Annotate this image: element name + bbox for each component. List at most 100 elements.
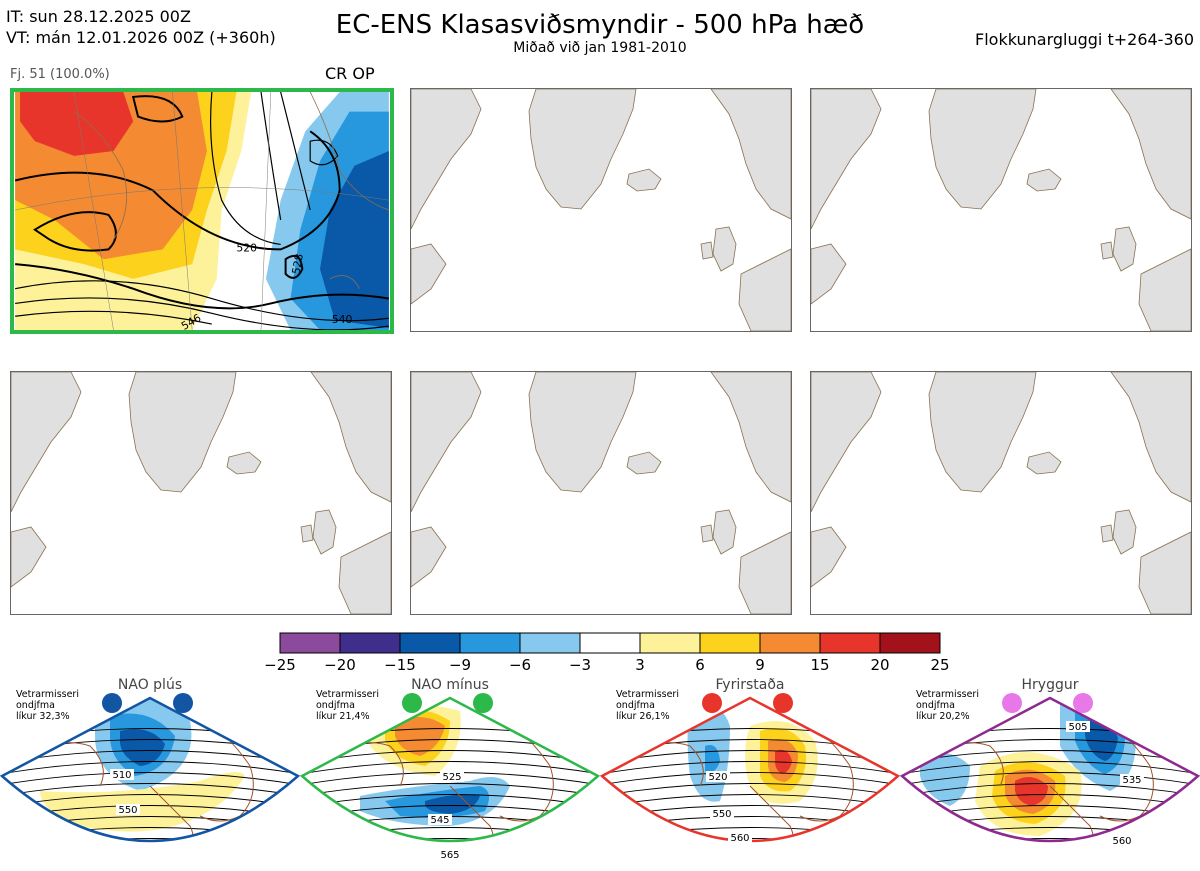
contour-label-bg [1066,721,1090,732]
page-subtitle: Miðað við jan 1981-2010 [513,40,687,56]
map-panel-2 [410,88,792,332]
regime-info-line: Vetrarmisseri [916,689,979,700]
regime-probability-info: Vetrarmisseri ondjfma líkur 26,1% [616,689,696,722]
regime-marker-dot [773,693,793,713]
regime-probability-info: Vetrarmisseri ondjfma líkur 20,2% [916,689,996,722]
regime-info-line: Vetrarmisseri [616,689,679,700]
map-panel-3 [810,88,1192,332]
empty-map [411,89,791,331]
contour-label-bg [706,771,730,782]
colorbar [279,632,941,654]
op-label: CR OP [325,64,375,83]
colorbar-tick-label: −20 [324,656,356,674]
height-contour [902,838,1198,841]
contour-label-bg [440,771,464,782]
header-left: IT: sun 28.12.2025 00Z VT: mán 12.01.202… [6,6,276,48]
contour-label: 545 [430,815,449,826]
contour-label: 560 [730,833,749,844]
colorbar-swatch [579,632,641,654]
height-contour [902,783,1198,797]
colorbar-tick-label: 9 [755,656,765,674]
contour-label-bg [438,849,462,860]
regime-frame [900,696,1200,843]
height-contour [602,794,898,808]
anomaly-fill [1010,849,1040,858]
colorbar-swatch [279,632,341,654]
map-panel-5 [410,371,792,615]
colorbar-swatch [639,632,701,654]
colorbar-swatch [819,632,881,654]
regime-marker-dot [702,693,722,713]
colorbar-tick-label: −15 [384,656,416,674]
colorbar-swatch [519,632,581,654]
classification-window: Flokkunargluggi t+264-360 [975,30,1194,49]
height-contour [302,794,598,808]
map-panel-6 [810,371,1192,615]
colorbar-tick-label: 15 [810,656,830,674]
height-contour [2,772,298,786]
contour-label: 565 [440,850,459,861]
regime-info-line: Vetrarmisseri [16,689,79,700]
regime-title: NAO mínus [411,677,489,693]
contour-label: 540 [332,313,353,326]
regime-info-line: líkur 32,3% [16,711,70,722]
contour-label: 520 [236,241,257,254]
contour-label: 550 [712,809,731,820]
colorbar-tick-label: 20 [870,656,890,674]
contour-label: 525 [442,772,461,783]
colorbar-tick-label: −3 [568,656,592,674]
regime-frame [600,696,900,843]
map-panel-4 [10,371,392,615]
contour-label-bg [1120,774,1144,785]
height-contour [902,794,1198,808]
regime-marker-dot [1073,693,1093,713]
empty-map [811,372,1191,614]
regime-info-line: líkur 21,4% [316,711,370,722]
colorbar-swatch [339,632,401,654]
regime-info-line: ondjfma [916,700,955,711]
regime-frame [300,696,600,843]
anomaly-fill [395,717,445,756]
regime-marker-dot [102,693,122,713]
colorbar-swatch [759,632,821,654]
colorbar-tick-label: −9 [448,656,472,674]
map-panel-op: 520 528 546 540 [10,88,394,334]
regime-info-line: líkur 20,2% [916,711,970,722]
height-contour [602,761,898,775]
colorbar-swatch [399,632,461,654]
height-contour [302,761,598,775]
regime-marker-dot [473,693,493,713]
regime-info-line: Vetrarmisseri [316,689,379,700]
contour-label-bg [710,808,734,819]
height-contour [2,794,298,808]
contour-label-bg [116,804,140,815]
regime-title: NAO plús [117,677,183,693]
colorbar-swatch [459,632,521,654]
regime-frame [0,696,300,843]
contour-label: 528 [290,253,306,276]
regime-info-line: ondjfma [316,700,355,711]
height-contour [602,783,898,797]
vt-line: VT: mán 12.01.2026 00Z (+360h) [6,28,276,47]
regime-marker-dot [402,693,422,713]
empty-map [411,372,791,614]
it-line: IT: sun 28.12.2025 00Z [6,7,191,26]
anomaly-fill [40,772,245,832]
regime-probability-info: Vetrarmisseri ondjfma líkur 32,3% [16,689,96,722]
colorbar-tick-label: −6 [508,656,532,674]
contour-label: 550 [118,805,137,816]
contour-label-bg [1110,835,1134,846]
colorbar-swatch [699,632,761,654]
height-contour [902,772,1198,786]
anomaly-fill-red [20,92,134,156]
contour-label-bg [728,832,752,843]
regime-map-4: 505 535 560 [900,693,1200,858]
empty-map [11,372,391,614]
op-anomaly-map: 520 528 546 540 [14,92,390,330]
contour-label: 535 [1122,775,1141,786]
regime-marker-dot [1002,693,1022,713]
regime-title: Hryggur [1021,677,1079,693]
height-contour [302,838,598,841]
regime-info-line: ondjfma [16,700,55,711]
regime-map-1: 510 550 [0,693,300,843]
